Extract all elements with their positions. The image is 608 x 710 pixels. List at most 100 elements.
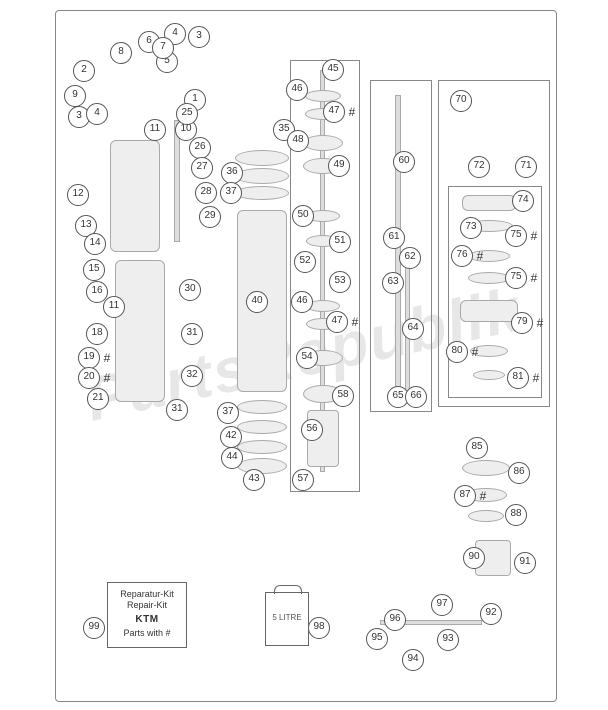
kit-line3: Parts with # bbox=[108, 628, 186, 639]
callout-29: 29 bbox=[199, 206, 221, 228]
callout-70: 70 bbox=[450, 90, 472, 112]
callout-85: 85 bbox=[466, 437, 488, 459]
hash-mark: # bbox=[531, 229, 538, 243]
callout-43: 43 bbox=[243, 469, 265, 491]
callout-37: 37 bbox=[220, 182, 242, 204]
part-shape bbox=[468, 272, 510, 284]
part-shape bbox=[237, 440, 287, 454]
callout-16: 16 bbox=[86, 281, 108, 303]
callout-61: 61 bbox=[383, 227, 405, 249]
callout-74: 74 bbox=[512, 190, 534, 212]
kit-line2: Repair-Kit bbox=[108, 600, 186, 611]
callout-3: 3 bbox=[188, 26, 210, 48]
hash-mark: # bbox=[352, 315, 359, 329]
hash-mark: # bbox=[537, 316, 544, 330]
callout-30: 30 bbox=[179, 279, 201, 301]
callout-92: 92 bbox=[480, 603, 502, 625]
callout-15: 15 bbox=[83, 259, 105, 281]
hash-mark: # bbox=[349, 105, 356, 119]
callout-87: 87 bbox=[454, 485, 476, 507]
callout-19: 19 bbox=[78, 347, 100, 369]
callout-7: 7 bbox=[152, 37, 174, 59]
callout-26: 26 bbox=[189, 137, 211, 159]
oil-can: 5 LITRE bbox=[265, 592, 309, 646]
callout-45: 45 bbox=[322, 59, 344, 81]
callout-40: 40 bbox=[246, 291, 268, 313]
callout-25: 25 bbox=[176, 103, 198, 125]
part-shape bbox=[235, 186, 289, 200]
callout-48: 48 bbox=[287, 130, 309, 152]
callout-58: 58 bbox=[332, 385, 354, 407]
callout-81: 81 bbox=[507, 367, 529, 389]
callout-60: 60 bbox=[393, 151, 415, 173]
callout-95: 95 bbox=[366, 628, 388, 650]
callout-42: 42 bbox=[220, 426, 242, 448]
hash-mark: # bbox=[472, 345, 479, 359]
callout-79: 79 bbox=[511, 312, 533, 334]
callout-47: 47 bbox=[323, 101, 345, 123]
callout-37: 37 bbox=[217, 402, 239, 424]
part-shape bbox=[235, 168, 289, 184]
callout-44: 44 bbox=[221, 447, 243, 469]
hash-mark: # bbox=[477, 249, 484, 263]
part-shape bbox=[462, 195, 516, 211]
part-shape bbox=[473, 370, 505, 380]
callout-97: 97 bbox=[431, 594, 453, 616]
oil-can-label: 5 LITRE bbox=[266, 613, 308, 622]
callout-49: 49 bbox=[328, 155, 350, 177]
kit-line1: Reparatur-Kit bbox=[108, 589, 186, 600]
hash-mark: # bbox=[104, 351, 111, 365]
callout-64: 64 bbox=[402, 318, 424, 340]
callout-27: 27 bbox=[191, 157, 213, 179]
part-shape bbox=[303, 135, 343, 151]
part-shape bbox=[110, 140, 160, 252]
callout-36: 36 bbox=[221, 162, 243, 184]
callout-28: 28 bbox=[195, 182, 217, 204]
part-shape bbox=[235, 150, 289, 166]
callout-11: 11 bbox=[103, 296, 125, 318]
part-shape bbox=[468, 250, 510, 262]
callout-53: 53 bbox=[329, 271, 351, 293]
callout-18: 18 bbox=[86, 323, 108, 345]
callout-99: 99 bbox=[83, 617, 105, 639]
callout-71: 71 bbox=[515, 156, 537, 178]
callout-66: 66 bbox=[405, 386, 427, 408]
callout-75: 75 bbox=[505, 225, 527, 247]
hash-mark: # bbox=[533, 371, 540, 385]
callout-91: 91 bbox=[514, 552, 536, 574]
part-shape bbox=[460, 300, 518, 322]
callout-47: 47 bbox=[326, 311, 348, 333]
callout-86: 86 bbox=[508, 462, 530, 484]
callout-54: 54 bbox=[296, 347, 318, 369]
callout-88: 88 bbox=[505, 504, 527, 526]
callout-56: 56 bbox=[301, 419, 323, 441]
callout-76: 76 bbox=[451, 245, 473, 267]
callout-93: 93 bbox=[437, 629, 459, 651]
callout-31: 31 bbox=[181, 323, 203, 345]
callout-14: 14 bbox=[84, 233, 106, 255]
callout-52: 52 bbox=[294, 251, 316, 273]
hash-mark: # bbox=[480, 489, 487, 503]
callout-63: 63 bbox=[382, 272, 404, 294]
callout-9: 9 bbox=[64, 85, 86, 107]
callout-11: 11 bbox=[144, 119, 166, 141]
callout-73: 73 bbox=[460, 217, 482, 239]
part-shape bbox=[237, 400, 287, 414]
callout-8: 8 bbox=[110, 42, 132, 64]
kit-brand: KTM bbox=[108, 614, 186, 627]
callout-50: 50 bbox=[292, 205, 314, 227]
hash-mark: # bbox=[104, 371, 111, 385]
callout-46: 46 bbox=[291, 291, 313, 313]
callout-90: 90 bbox=[463, 547, 485, 569]
callout-57: 57 bbox=[292, 469, 314, 491]
callout-98: 98 bbox=[308, 617, 330, 639]
part-shape bbox=[115, 260, 165, 402]
callout-80: 80 bbox=[446, 341, 468, 363]
repair-kit-box: Reparatur-Kit Repair-Kit KTM Parts with … bbox=[107, 582, 187, 648]
callout-62: 62 bbox=[399, 247, 421, 269]
part-shape bbox=[237, 420, 287, 434]
callout-96: 96 bbox=[384, 609, 406, 631]
callout-21: 21 bbox=[87, 388, 109, 410]
part-shape bbox=[468, 510, 504, 522]
hash-mark: # bbox=[531, 271, 538, 285]
